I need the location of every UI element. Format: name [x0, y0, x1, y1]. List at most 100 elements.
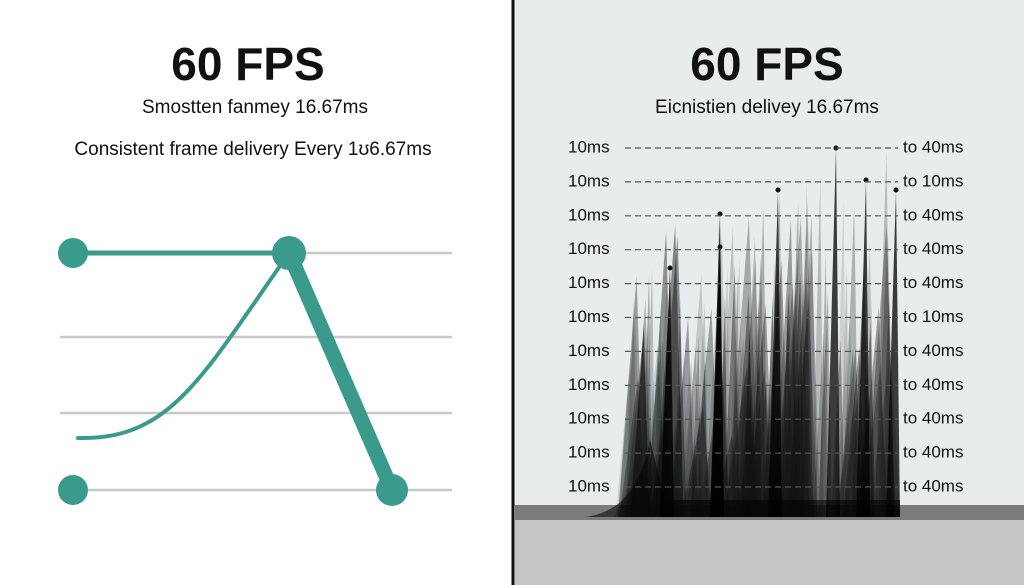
- spike: [864, 226, 896, 518]
- spike: [791, 250, 821, 517]
- row-label-left: 10ms: [568, 375, 610, 394]
- spike: [731, 438, 763, 517]
- row-label-left: 10ms: [568, 239, 610, 258]
- spike: [730, 335, 763, 517]
- spike: [739, 382, 757, 517]
- curve: [76, 251, 291, 441]
- spike: [781, 289, 802, 517]
- spike: [742, 324, 753, 517]
- spike-peak: [826, 148, 840, 517]
- nodes: [58, 236, 408, 506]
- node: [376, 474, 408, 506]
- spike: [752, 298, 762, 517]
- spike: [778, 287, 794, 517]
- spike: [743, 303, 775, 517]
- spike: [726, 257, 745, 517]
- node: [58, 475, 88, 505]
- spike: [740, 235, 761, 517]
- drop-line: [281, 245, 400, 498]
- row-label-left: 10ms: [568, 476, 610, 495]
- spike: [749, 381, 773, 517]
- spike-peak: [856, 180, 870, 517]
- row-label-left: 10ms: [568, 409, 610, 428]
- spike-peak: [660, 268, 674, 517]
- peak-dot: [863, 177, 869, 183]
- spike: [737, 413, 758, 517]
- spike: [617, 276, 645, 517]
- row-label-right: to 10ms: [903, 307, 963, 326]
- spike: [743, 335, 753, 517]
- spike: [725, 217, 759, 518]
- spike: [811, 177, 824, 517]
- spike: [800, 180, 810, 517]
- spike-peak: [768, 190, 782, 517]
- peak-dot: [893, 187, 899, 193]
- node: [272, 236, 306, 270]
- spike: [725, 337, 751, 517]
- spike: [874, 150, 892, 517]
- row-label-right: to 40ms: [903, 341, 963, 360]
- spike: [679, 347, 703, 517]
- spike: [734, 408, 755, 517]
- spike: [834, 316, 857, 517]
- spike: [618, 315, 643, 517]
- spike: [744, 368, 773, 517]
- spike: [731, 273, 740, 517]
- peak-dot: [775, 187, 781, 193]
- right-title: 60 FPS: [690, 38, 843, 90]
- floor: [515, 520, 1024, 585]
- spike: [788, 273, 805, 517]
- spike: [786, 276, 814, 517]
- spike: [754, 333, 766, 517]
- peak-dot: [667, 265, 673, 271]
- spike: [736, 414, 760, 517]
- left-title: 60 FPS: [171, 38, 324, 90]
- spike: [672, 353, 689, 517]
- row-label-right: to 40ms: [903, 409, 963, 428]
- spike: [673, 298, 683, 517]
- spike: [841, 206, 860, 517]
- spike: [837, 347, 860, 517]
- spike: [779, 279, 810, 517]
- row-label-right: to 10ms: [903, 171, 963, 190]
- spike: [690, 334, 702, 517]
- spike: [723, 366, 757, 517]
- row-label-left: 10ms: [568, 137, 610, 156]
- spike: [674, 359, 699, 517]
- spike: [723, 265, 740, 517]
- spike: [732, 292, 755, 517]
- spike: [785, 202, 804, 517]
- spike: [625, 300, 637, 517]
- spike: [696, 360, 708, 517]
- spike: [795, 215, 818, 517]
- left-caption: Consistent frame delivery Every 1ʊ6.67ms: [74, 139, 431, 160]
- row-label-right: to 40ms: [903, 273, 963, 292]
- spike: [834, 407, 862, 517]
- spike: [787, 278, 798, 517]
- spike: [669, 318, 696, 517]
- spike-graphic: [585, 145, 900, 518]
- row-label-left: 10ms: [568, 205, 610, 224]
- spike: [786, 302, 818, 517]
- node: [58, 238, 88, 268]
- spike: [812, 332, 828, 517]
- row-label-left: 10ms: [568, 171, 610, 190]
- spike: [681, 274, 710, 517]
- spike: [615, 361, 636, 517]
- row-label-left: 10ms: [568, 307, 610, 326]
- spike: [780, 294, 792, 517]
- teal-diagram: [70, 245, 400, 498]
- spike: [752, 206, 768, 517]
- spike: [692, 302, 710, 517]
- right-subtitle: Eicnistien delivey 16.67ms: [655, 97, 879, 118]
- row-label-right: to 40ms: [903, 239, 963, 258]
- peak-dot: [717, 244, 723, 250]
- spike: [837, 347, 863, 517]
- row-label-left: 10ms: [568, 443, 610, 462]
- row-label-right: to 40ms: [903, 205, 963, 224]
- row-label-left: 10ms: [568, 341, 610, 360]
- row-label-left: 10ms: [568, 273, 610, 292]
- row-label-right: to 40ms: [903, 443, 963, 462]
- row-label-right: to 40ms: [903, 137, 963, 156]
